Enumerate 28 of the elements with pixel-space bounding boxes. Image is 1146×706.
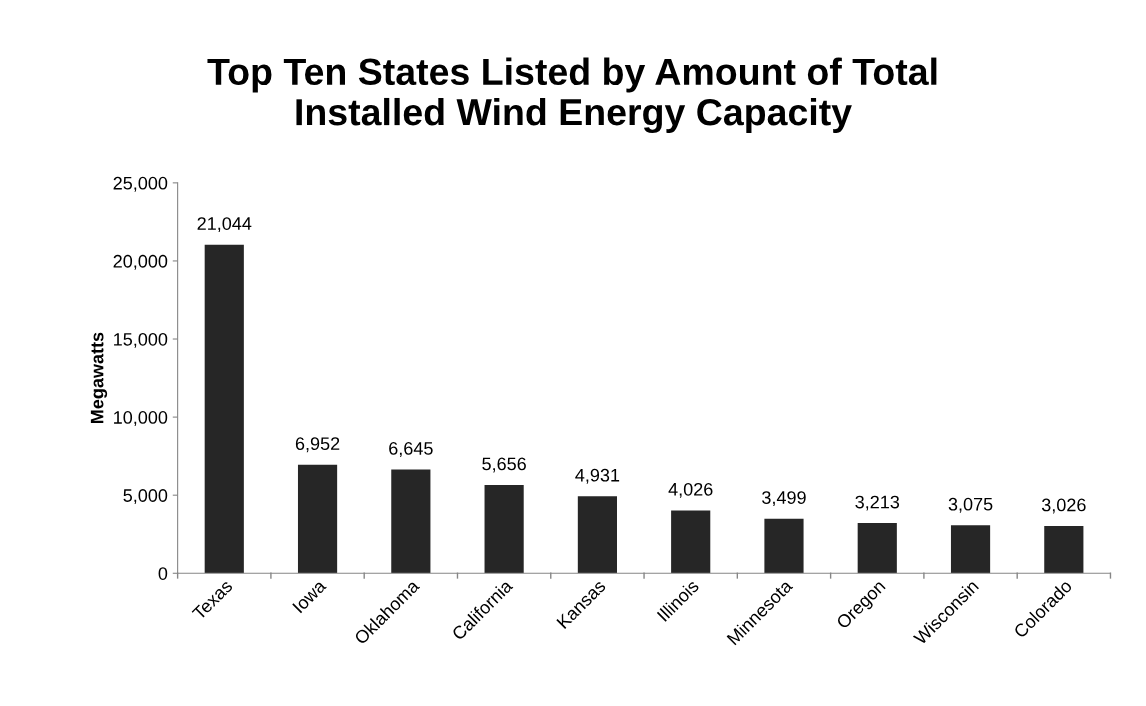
y-tick-label: 20,000: [113, 254, 168, 270]
bar: [1044, 526, 1084, 574]
bar: [950, 525, 991, 574]
y-axis-title: Megawatts: [90, 332, 108, 423]
bar: [671, 510, 711, 574]
y-tick-label: 15,000: [114, 332, 168, 348]
bar: [484, 484, 524, 574]
bar: [204, 244, 244, 574]
data-label: 21,044: [197, 217, 252, 233]
bar: [764, 518, 804, 574]
y-tick-label: 10,000: [114, 411, 168, 426]
data-label: 3,213: [855, 495, 900, 511]
bar: [391, 469, 431, 574]
y-tick-label: 25,000: [113, 176, 168, 192]
chart-title: Top Ten States Listed by Amount of Total Installed Wind Energy Capacity: [207, 57, 937, 134]
data-label: 4,026: [668, 482, 713, 498]
data-label: 6,645: [389, 442, 433, 457]
y-tick-label: 0: [158, 567, 168, 580]
bar: [297, 464, 338, 574]
data-label: 5,656: [482, 457, 526, 473]
data-label: 3,026: [1041, 498, 1086, 514]
bar: [857, 523, 897, 574]
bar: [577, 496, 617, 574]
data-label: 4,931: [575, 468, 620, 484]
data-label: 3,075: [948, 497, 993, 513]
y-tick-label: 5,000: [123, 489, 168, 505]
data-label: 6,952: [295, 437, 340, 453]
data-label: 3,499: [762, 491, 806, 507]
